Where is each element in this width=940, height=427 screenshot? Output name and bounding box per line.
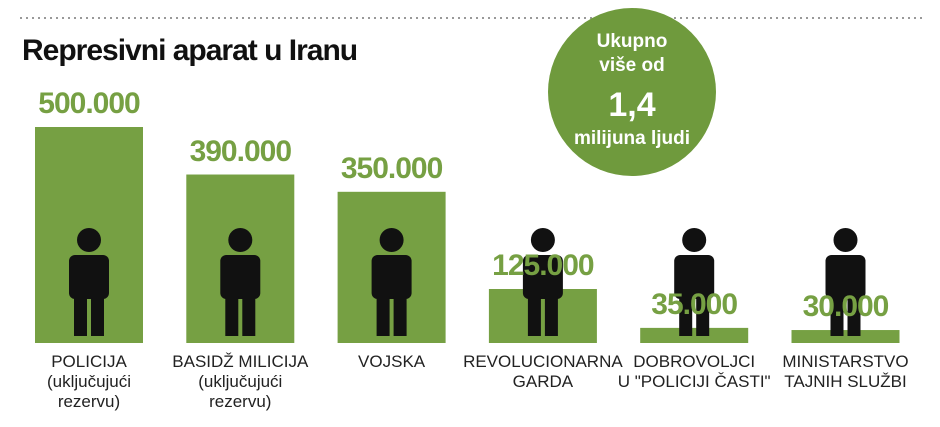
value-label: 390.000 — [189, 134, 292, 168]
total-circle — [548, 8, 716, 176]
figure-leg — [242, 296, 256, 336]
figure-leg — [696, 296, 710, 336]
figure-leg — [847, 296, 861, 336]
category-label: REVOLUCIONARNA GARDA — [463, 352, 623, 391]
category-label: DOBROVOLJCI U "POLICIJI ČASTI" — [617, 352, 771, 391]
figure-leg — [544, 296, 558, 336]
figure-head — [228, 228, 253, 252]
figure-leg — [74, 296, 87, 336]
figure-leg — [393, 296, 407, 336]
figure-leg — [527, 296, 541, 336]
figure-head — [682, 228, 707, 252]
category-label: POLICIJA (uključujući rezervu) — [46, 352, 132, 411]
figure-icons — [69, 228, 866, 336]
value-label: 350.000 — [340, 151, 443, 185]
figure-head — [530, 228, 555, 252]
category-label: MINISTARSTVO TAJNIH SLUŽBI — [782, 352, 909, 391]
figure-leg — [91, 296, 104, 336]
bar — [640, 327, 749, 343]
figure-leg — [830, 296, 844, 336]
figure-torso — [220, 255, 261, 299]
figure-head — [77, 228, 101, 252]
figure-torso — [371, 255, 412, 299]
chart-title: Represivni aparat u Iranu — [22, 34, 358, 67]
figure-torso — [522, 255, 563, 299]
annotation-bottom: milijuna ljudi — [573, 128, 691, 149]
figure-torso — [69, 255, 109, 299]
value-label: 500.000 — [38, 87, 140, 120]
figure-torso — [825, 255, 866, 299]
value-label: 35.000 — [651, 287, 738, 321]
value-label: 125.000 — [492, 249, 594, 282]
figure-leg — [376, 296, 390, 336]
category-label: BASIDŽ MILICIJA (uključujući rezervu) — [172, 352, 309, 411]
annotation-number: 1,4 — [608, 86, 656, 124]
figure-torso — [674, 255, 715, 299]
figure-head — [833, 228, 858, 252]
value-label: 30.000 — [802, 290, 890, 324]
category-label: VOJSKA — [358, 352, 426, 371]
figure-leg — [679, 296, 693, 336]
figure-leg — [225, 296, 239, 336]
figure-head — [379, 228, 404, 252]
annotation-top: Ukupno više od — [596, 31, 668, 76]
bar — [791, 330, 900, 343]
